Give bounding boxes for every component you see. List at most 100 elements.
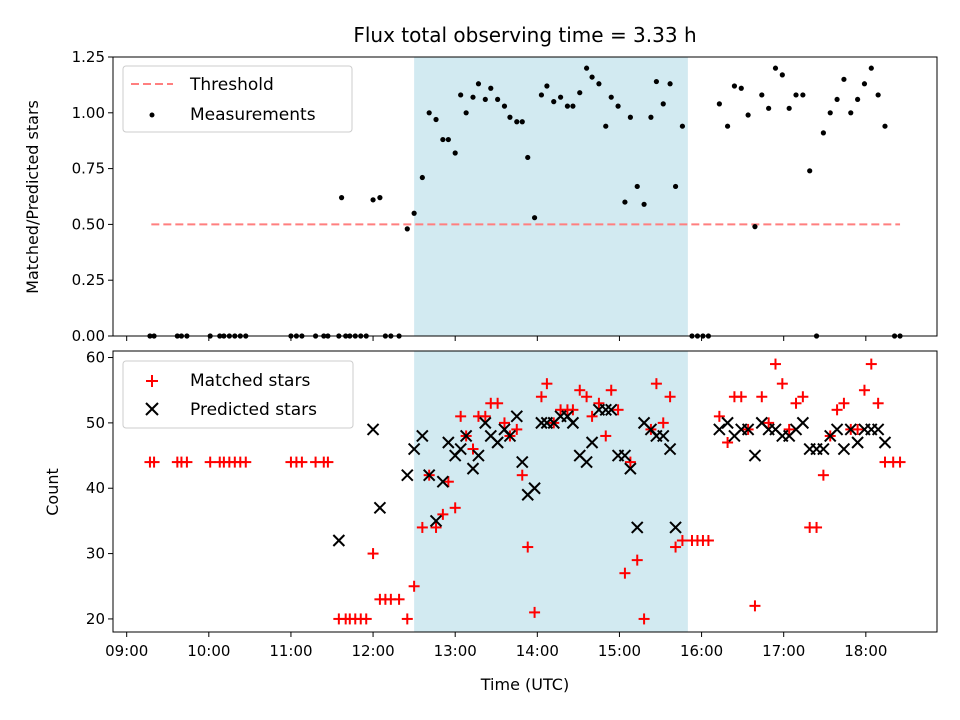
matched-legend-label: Matched stars: [190, 371, 310, 391]
matched-star-point: [756, 391, 768, 403]
matched-star-point: [650, 378, 662, 390]
bottom-x-tick-label: 15:00: [598, 642, 641, 660]
matched-star-point: [586, 410, 598, 422]
measurement-point: [488, 85, 494, 91]
measurement-point: [426, 110, 432, 116]
matched-star-point: [811, 521, 823, 533]
predicted-star-point: [479, 416, 492, 430]
measurement-point: [759, 92, 765, 98]
bottom-y-tick-label: 30: [86, 545, 105, 563]
matched-star-point: [790, 397, 802, 409]
measurement-point: [660, 101, 666, 107]
predicted-star-point: [466, 462, 480, 475]
predicted-star-point: [491, 436, 504, 449]
top-y-tick-label: 0.50: [72, 215, 105, 233]
measurement-point: [589, 74, 595, 80]
measurement-point: [622, 199, 628, 205]
measurement-point: [772, 65, 779, 71]
matched-star-point: [852, 423, 864, 435]
matched-star-point: [401, 613, 413, 625]
predicted-legend-swatch: [145, 402, 159, 416]
predicted-star-point: [401, 468, 414, 482]
predicted-star-point: [436, 475, 450, 488]
predicted-star-point: [373, 501, 387, 515]
bottom-observing-window: [414, 351, 688, 632]
measurement-point: [855, 96, 861, 103]
matched-star-point: [492, 397, 504, 409]
top-legend-box: [122, 65, 353, 133]
measurement-point: [603, 123, 609, 129]
predicted-star-point: [566, 416, 580, 430]
predicted-star-point: [748, 449, 762, 462]
threshold-legend-label: Threshold: [189, 75, 274, 95]
matched-star-point: [605, 384, 617, 396]
bottom-y-axis-label: Count: [43, 468, 62, 516]
predicted-star-point: [422, 468, 436, 482]
bottom-x-tick-label: 11:00: [269, 642, 312, 660]
measurement-point: [514, 119, 520, 125]
matched-star-point: [624, 456, 636, 468]
top-y-axis-label: Matched/Predicted stars: [23, 100, 42, 294]
matched-star-point: [664, 391, 676, 403]
measurement-point: [745, 112, 751, 118]
matched-star-point: [322, 456, 334, 468]
measurement-point: [608, 94, 614, 100]
predicted-star-point: [624, 462, 637, 475]
measurement-point: [861, 81, 868, 87]
matched-star-point: [522, 541, 534, 553]
matched-star-point: [367, 548, 379, 560]
predicted-star-point: [585, 436, 599, 449]
measurement-point: [841, 76, 847, 82]
matched-star-point: [360, 613, 372, 625]
matched-star-point: [574, 384, 586, 396]
top-y-tick-label: 0.75: [72, 160, 105, 178]
measurement-point: [596, 81, 602, 87]
measurement-point: [882, 123, 888, 129]
measurement-point: [338, 195, 345, 201]
matched-star-point: [148, 456, 160, 468]
matched-star-point: [430, 521, 442, 533]
matched-star-point: [735, 391, 747, 403]
measurement-point: [564, 103, 571, 109]
bottom-x-tick-label: 18:00: [844, 642, 887, 660]
matched-star-point: [769, 358, 781, 370]
measurement-point: [538, 92, 545, 98]
predicted-star-point: [366, 423, 380, 436]
measurement-point: [641, 201, 647, 207]
bottom-y-tick-label: 60: [86, 349, 105, 367]
measurement-point: [525, 154, 531, 161]
matched-star-point: [631, 554, 643, 566]
predicted-star-point: [837, 442, 851, 456]
matched-star-point: [638, 613, 650, 625]
chart-title: Flux total observing time = 3.33 h: [353, 23, 696, 47]
matched-star-point: [749, 600, 761, 612]
predicted-star-point: [669, 521, 682, 534]
predicted-star-point: [528, 482, 541, 495]
bottom-axes-frame: [112, 350, 938, 633]
matched-star-point: [593, 397, 605, 409]
matched-star-point: [600, 430, 612, 442]
measurement-point: [452, 150, 458, 156]
predicted-star-point: [663, 442, 677, 456]
matched-star-point: [393, 593, 405, 605]
matched-star-point: [416, 521, 428, 533]
predicted-star-point: [878, 436, 892, 449]
measurement-point: [470, 94, 476, 100]
matched-star-point: [872, 397, 884, 409]
predicted-star-point: [332, 534, 346, 547]
matched-star-point: [581, 391, 593, 403]
matched-star-point: [619, 567, 631, 579]
measurement-point: [482, 96, 488, 103]
bottom-y-tick-label: 20: [86, 610, 105, 628]
matched-star-point: [763, 417, 775, 429]
measurement-point: [583, 65, 590, 71]
measurement-point: [370, 197, 376, 203]
matched-star-point: [612, 404, 624, 416]
measurement-point: [827, 110, 833, 116]
measurement-point: [667, 81, 673, 87]
matched-star-point: [437, 508, 449, 520]
matched-star-point: [783, 423, 795, 435]
bottom-x-tick-label: 16:00: [680, 642, 723, 660]
matched-star-point: [479, 410, 491, 422]
